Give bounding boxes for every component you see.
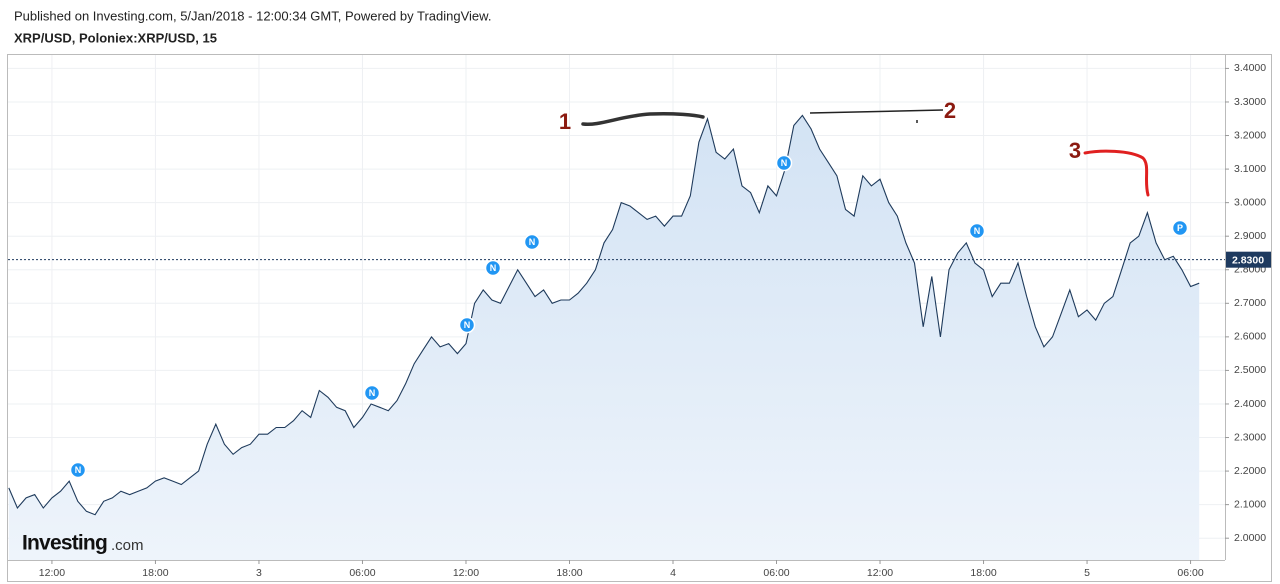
- y-tick-label: 3.2000: [1234, 129, 1266, 141]
- y-tick-label: 2.2000: [1234, 465, 1266, 477]
- price-line: [8, 114, 1200, 516]
- y-tick-label: 2.3000: [1234, 431, 1266, 443]
- published-note: Published on Investing.com, 5/Jan/2018 -…: [14, 8, 491, 23]
- y-tick-label: 2.0000: [1234, 532, 1266, 544]
- annotation-label: 1: [559, 109, 571, 134]
- annotation-stroke: [1083, 149, 1150, 197]
- x-tick-label: 06:00: [349, 567, 375, 579]
- last-price-label: 2.8300: [1232, 254, 1264, 266]
- x-tick-label: 4: [670, 567, 676, 579]
- event-marker: [484, 259, 502, 277]
- y-tick-label: 3.1000: [1234, 163, 1266, 175]
- chart-frame: [7, 54, 1272, 582]
- watermark-brand: Investing: [22, 532, 107, 555]
- annotation-label: 2: [944, 98, 956, 123]
- overlay: 2.8300 N N N N N N N P 1 2 3 Investing .com: [8, 98, 1271, 555]
- event-label: N: [464, 320, 471, 330]
- event-marker: [523, 233, 541, 251]
- y-tick-label: 2.4000: [1234, 398, 1266, 410]
- x-tick-label: 12:00: [867, 567, 893, 579]
- x-tick-label: 18:00: [970, 567, 996, 579]
- plot: [8, 114, 1200, 561]
- event-label: N: [75, 465, 82, 475]
- x-tick-label: 06:00: [763, 567, 789, 579]
- event-label: N: [974, 226, 981, 236]
- x-tick-label: 3: [256, 567, 262, 579]
- event-marker: [458, 316, 476, 334]
- area-fill: [8, 115, 1200, 561]
- watermark-suffix: .com: [111, 537, 144, 554]
- x-tick-label: 18:00: [556, 567, 582, 579]
- y-tick-label: 3.3000: [1234, 96, 1266, 108]
- annotation-stroke: [809, 109, 944, 123]
- y-tick-label: 3.4000: [1234, 62, 1266, 74]
- event-marker: [775, 154, 793, 172]
- annotation-label: 3: [1069, 138, 1081, 163]
- event-marker: [69, 461, 87, 479]
- event-label: N: [369, 388, 376, 398]
- event-label: N: [490, 263, 497, 273]
- x-tick-label: 12:00: [453, 567, 479, 579]
- y-tick-label: 3.0000: [1234, 196, 1266, 208]
- y-tick-label: 2.7000: [1234, 297, 1266, 309]
- event-marker: [968, 222, 986, 240]
- x-tick-label: 06:00: [1177, 567, 1203, 579]
- annotation-stroke: [581, 112, 705, 126]
- event-marker: [1171, 219, 1189, 237]
- symbol-title: XRP/USD, Poloniex:XRP/USD, 15: [14, 30, 217, 45]
- event-marker: [363, 384, 381, 402]
- y-tick-label: 2.9000: [1234, 230, 1266, 242]
- y-tick-label: 2.1000: [1234, 498, 1266, 510]
- y-tick-label: 2.5000: [1234, 364, 1266, 376]
- x-tick-label: 5: [1084, 567, 1090, 579]
- y-tick-label: 2.6000: [1234, 331, 1266, 343]
- event-label: N: [529, 237, 536, 247]
- x-tick-label: 12:00: [39, 567, 65, 579]
- last-price-box: [1226, 251, 1271, 268]
- event-label: P: [1177, 223, 1183, 233]
- x-tick-label: 18:00: [142, 567, 168, 579]
- event-label: N: [781, 158, 788, 168]
